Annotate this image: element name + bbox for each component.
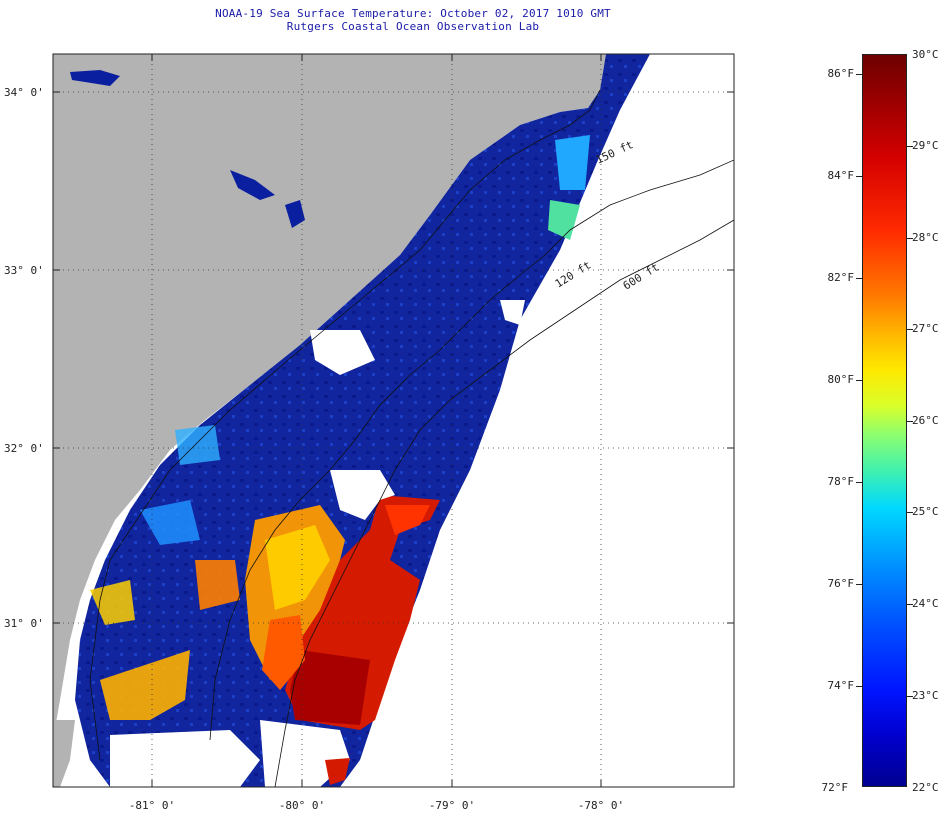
colorbar-c-28: 28°C [912,231,939,244]
colorbar-f-86: 86°F [827,67,855,80]
map-subtitle: Rutgers Coastal Ocean Observation Lab [286,20,540,33]
colorbar-f-74: 74°F [827,679,855,692]
lon-label-81: -81° 0' [129,799,175,812]
map-title: NOAA-19 Sea Surface Temperature: October… [215,7,611,20]
lat-label-32: 32° 0' [4,442,44,455]
colorbar-c-29: 29°C [912,139,939,152]
colorbar-c-30: 30°C [912,48,939,61]
colorbar-c-23: 23°C [912,689,939,702]
colorbar-c-27: 27°C [912,322,939,335]
land-mass [53,54,606,740]
colorbar-f-72: 72°F [821,781,849,794]
colorbar-c-24: 24°C [912,597,939,610]
colorbar-c-25: 25°C [912,505,939,518]
colorbar-f-78: 78°F [827,475,855,488]
lat-label-31: 31° 0' [4,617,44,630]
colorbar-c-22: 22°C [912,781,939,794]
colorbar-c-26: 26°C [912,414,939,427]
colorbar-f-76: 76°F [827,577,855,590]
lat-label-34: 34° 0' [4,86,44,99]
lat-label-33: 33° 0' [4,264,44,277]
colorbar-f-80: 80°F [827,373,855,386]
map-frame [52,53,735,788]
isobath-label-120: 120 ft [553,258,594,290]
colorbar-f-84: 84°F [827,169,855,182]
lon-label-79: -79° 0' [429,799,475,812]
colorbar [862,54,907,787]
lon-label-78: -78° 0' [578,799,624,812]
colorbar-f-82: 82°F [827,271,855,284]
lon-label-80: -80° 0' [279,799,325,812]
